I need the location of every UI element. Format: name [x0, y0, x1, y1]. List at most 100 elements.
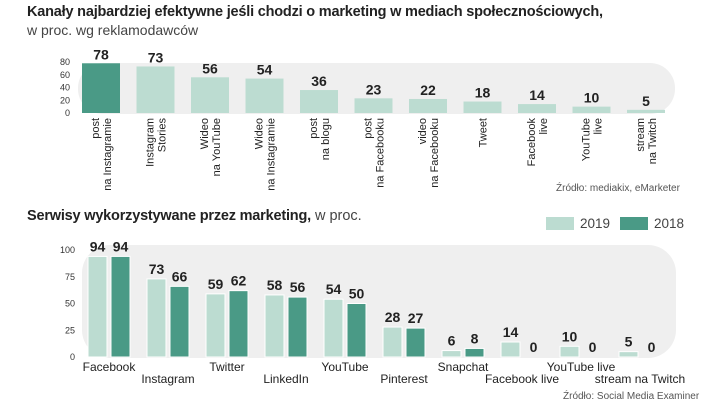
chart1-bar: [191, 77, 229, 113]
chart2-value-label: 94: [113, 238, 129, 254]
chart2-bar-2019: [500, 341, 521, 358]
chart2-ytick: 25: [65, 325, 75, 335]
chart2-value-label: 8: [471, 330, 479, 346]
chart1-value-label: 10: [584, 90, 600, 106]
chart2-bar-2019: [559, 345, 580, 358]
chart1-category-label: live: [538, 118, 550, 135]
chart2-ytick: 0: [70, 352, 75, 362]
chart2-value-label: 66: [172, 268, 188, 284]
chart1-source: Źródło: mediakix, eMarketer: [556, 183, 680, 194]
chart1-category-label: na blogu: [320, 118, 332, 160]
chart1-bar: [572, 106, 611, 113]
chart1-category-label: post: [90, 118, 102, 139]
chart2-value-label: 5: [625, 334, 633, 350]
chart1-bar: [463, 101, 502, 113]
chart1-bar: [300, 90, 338, 113]
chart2-value-label: 0: [530, 339, 538, 355]
chart1-value-label: 14: [529, 87, 545, 103]
chart2-value-label: 56: [290, 279, 306, 295]
chart1-value-label: 56: [202, 60, 218, 76]
chart2-bar-2019: [323, 298, 344, 358]
legend-swatch-2019: [546, 217, 574, 230]
chart2-value-label: 50: [349, 286, 365, 302]
chart2-source: Źródło: Social Media Examiner: [563, 391, 700, 402]
chart2-bar-2019: [441, 350, 462, 358]
chart2-bar-2018: [346, 303, 367, 358]
chart2-bar-2019: [205, 293, 226, 358]
legend-label-2018: 2018: [654, 216, 685, 231]
chart1-category-label: video: [417, 118, 429, 144]
chart1-bar: [518, 104, 556, 113]
chart2-category-label: Facebook live: [485, 372, 559, 386]
chart2-value-label: 59: [208, 276, 224, 292]
chart1-ytick: 20: [60, 95, 70, 105]
chart2-title-bold: Serwisy wykorzystywane przez marketing,: [27, 208, 311, 224]
chart1-category-label: na Instagramie: [102, 118, 114, 191]
chart2-value-label: 14: [503, 324, 519, 340]
chart2-category-label: Instagram: [141, 372, 194, 386]
chart1-bar: [627, 109, 665, 113]
chart2-bar-2018: [228, 290, 249, 358]
chart2-bar-2018: [287, 296, 308, 358]
chart2-value-label: 58: [267, 277, 283, 293]
chart1-bar: [136, 66, 175, 113]
chart2-value-label: 54: [326, 281, 342, 297]
chart2-category-label: Facebook: [83, 360, 137, 374]
chart2-category-label: YouTube: [321, 360, 368, 374]
legend-2019: 2019: [546, 216, 610, 231]
chart2-value-label: 6: [448, 333, 456, 349]
chart1-category-label: Wideo: [199, 118, 211, 149]
chart1-category-label: YouTube: [581, 118, 593, 161]
chart1-value-label: 5: [642, 93, 650, 109]
chart1-title: Kanały najbardziej efektywne jeśli chodz…: [27, 4, 603, 20]
chart2-value-label: 94: [90, 238, 106, 254]
chart1-value-label: 73: [148, 49, 164, 65]
chart2-value-label: 10: [562, 328, 578, 344]
legend-swatch-2018: [620, 217, 648, 230]
chart1-category-label: Facebook: [526, 118, 538, 167]
chart1-value-label: 22: [420, 82, 436, 98]
chart1-category-label: na Facebooku: [429, 118, 441, 188]
chart2-value-label: 73: [149, 261, 165, 277]
chart1-ytick: 60: [60, 70, 70, 80]
chart1-bar: [82, 63, 120, 113]
chart2-value-label: 28: [385, 309, 401, 325]
chart1-category-label: Wideo: [254, 118, 266, 149]
chart1-value-label: 78: [93, 46, 109, 62]
chart1-ytick: 80: [60, 57, 70, 67]
chart1-value-label: 54: [257, 62, 273, 78]
chart2-bar-2018: [110, 255, 131, 358]
chart2-ytick: 50: [65, 299, 75, 309]
chart1-ytick: 40: [60, 83, 70, 93]
chart1-category-label: na YouTube: [211, 118, 223, 176]
chart1-category-label: na Instagramie: [266, 118, 278, 191]
chart2-bar-2019: [87, 255, 108, 358]
chart1-bar: [245, 78, 284, 113]
chart2-value-label: 0: [589, 339, 597, 355]
chart1-ytick: 0: [65, 108, 70, 118]
chart2-title-rest: w proc.: [310, 208, 362, 224]
chart2-category-label: Snapchat: [438, 360, 489, 374]
chart1-value-label: 23: [366, 81, 382, 97]
chart1-bar: [354, 98, 393, 113]
chart2-title: Serwisy wykorzystywane przez marketing, …: [27, 208, 362, 224]
chart1-category-label: post: [363, 118, 375, 139]
chart2-bar-2018: [405, 327, 426, 358]
chart1-category-label: live: [593, 118, 605, 135]
chart1-bar: [409, 98, 447, 113]
chart2-category-label: Pinterest: [380, 372, 428, 386]
chart2-bar-2019: [146, 278, 167, 358]
chart1-category-label: stream: [635, 118, 647, 152]
chart1-category-label: Tweet: [478, 118, 490, 147]
chart1-category-label: na Facebooku: [375, 118, 387, 188]
chart2-category-label: LinkedIn: [263, 372, 308, 386]
chart1-subtitle: w proc. wg reklamodawców: [27, 22, 199, 38]
chart2-ytick: 100: [60, 245, 75, 255]
chart2-category-label: YouTube live: [547, 360, 616, 374]
chart2-bar-2019: [382, 326, 403, 358]
legend-label-2019: 2019: [580, 216, 611, 231]
chart2-bar-2019: [264, 294, 285, 358]
chart1-value-label: 18: [475, 85, 491, 101]
chart2-category-label: stream na Twitch: [595, 372, 685, 386]
